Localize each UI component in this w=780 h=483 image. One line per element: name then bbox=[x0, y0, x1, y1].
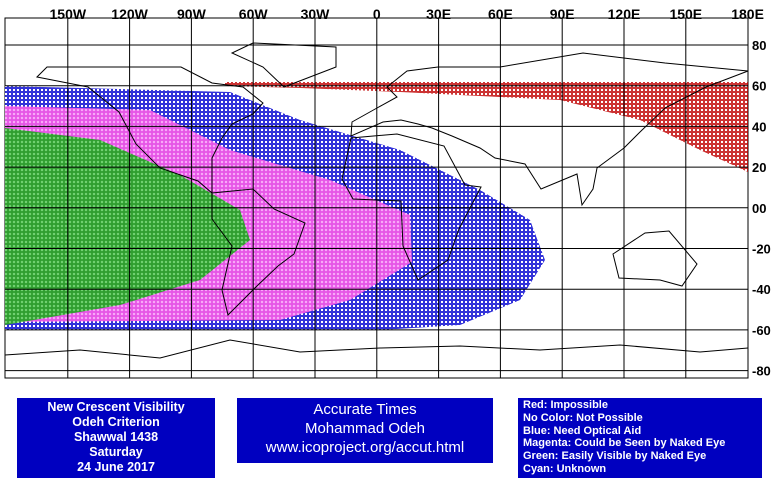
lat-label: 60 bbox=[752, 79, 766, 94]
lat-label: -40 bbox=[752, 282, 771, 297]
panel-line: New Crescent Visibility bbox=[47, 400, 185, 414]
lon-label: 90W bbox=[177, 6, 207, 22]
lat-label: 00 bbox=[752, 201, 766, 216]
lat-label: 40 bbox=[752, 119, 766, 134]
lon-label: 180E bbox=[731, 6, 764, 22]
lon-label: 90E bbox=[550, 6, 575, 22]
lat-label: -60 bbox=[752, 323, 771, 338]
panel-line: www.icoproject.org/accut.html bbox=[265, 439, 465, 456]
lon-label: 60E bbox=[488, 6, 513, 22]
longitude-labels: 150W 120W 90W 60W 30W 0 30E 60E 90E 120E 150E 180E bbox=[50, 6, 764, 22]
eurasia bbox=[350, 52, 749, 207]
lon-label: 0 bbox=[373, 6, 381, 22]
panel-line: Saturday bbox=[89, 445, 143, 459]
coastlines bbox=[4, 42, 749, 359]
lat-label: 80 bbox=[752, 38, 766, 53]
world-map: 150W 120W 90W 60W 30W 0 30E 60E 90E 120E 150E 180E … bbox=[4, 6, 771, 379]
lon-label: 30E bbox=[426, 6, 451, 22]
lat-label: 20 bbox=[752, 160, 766, 175]
africa bbox=[341, 133, 482, 281]
australia bbox=[612, 230, 698, 287]
panel-line: Green: Easily Visible by Naked Eye bbox=[523, 450, 707, 463]
credit-box: Accurate Times Mohammad Odeh www.icoprojec… bbox=[237, 398, 493, 463]
lat-label: -80 bbox=[752, 364, 771, 379]
lon-label: 120W bbox=[111, 6, 148, 22]
lon-label: 150W bbox=[50, 6, 87, 22]
legend-box: Red: Impossible No Color: Not Possible Blu… bbox=[518, 398, 762, 478]
panel-line: 24 June 2017 bbox=[77, 460, 155, 474]
zone-green bbox=[5, 128, 250, 325]
panel-line: Odeh Criterion bbox=[72, 415, 160, 429]
zone-red bbox=[225, 82, 748, 172]
panel-line: Blue: Need Optical Aid bbox=[523, 424, 642, 437]
panel-line: Red: Impossible bbox=[523, 399, 608, 411]
latitude-labels: 80 60 40 20 00 -20 -40 -60 -80 bbox=[752, 38, 771, 379]
panel-line: Accurate Times bbox=[313, 401, 417, 418]
lon-label: 120E bbox=[608, 6, 641, 22]
panel-line: Magenta: Could be Seen by Naked Eye bbox=[523, 437, 726, 450]
lon-label: 30W bbox=[301, 6, 331, 22]
title-box: New Crescent Visibility Odeh Criterion Sha… bbox=[17, 398, 215, 478]
graticule bbox=[5, 18, 748, 378]
antarctica bbox=[4, 339, 749, 359]
panel-line: Cyan: Unknown bbox=[523, 462, 607, 475]
lat-label: -20 bbox=[752, 242, 771, 257]
lon-label: 150E bbox=[669, 6, 702, 22]
south-america bbox=[211, 188, 306, 316]
panel-line: No Color: Not Possible bbox=[523, 411, 643, 424]
lon-label: 60W bbox=[239, 6, 269, 22]
greenland bbox=[230, 42, 337, 88]
panel-line: Shawwal 1438 bbox=[73, 430, 159, 444]
north-america bbox=[35, 66, 264, 195]
panel-line: Mohammad Odeh bbox=[304, 420, 426, 437]
